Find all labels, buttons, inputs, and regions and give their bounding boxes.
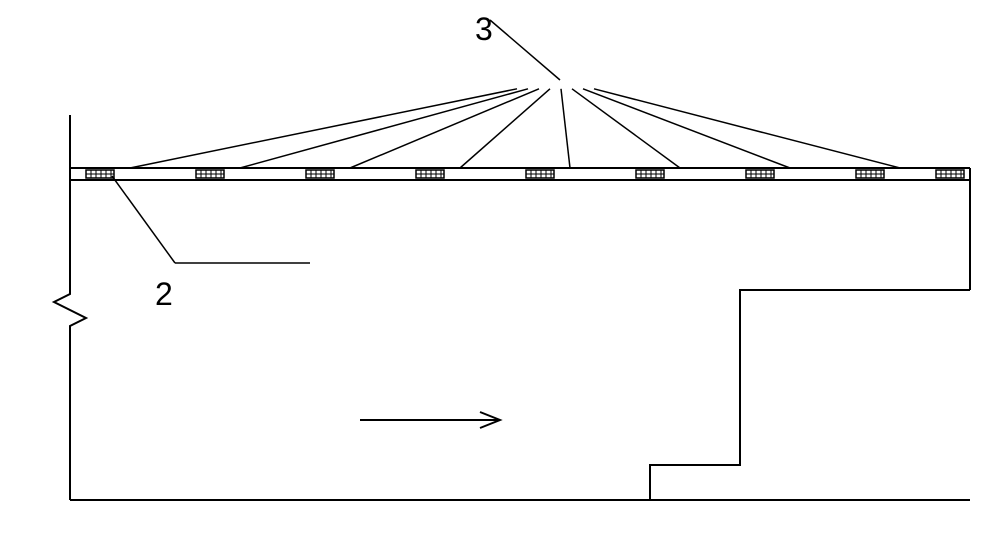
break-symbol (54, 115, 86, 500)
lead-line-3 (350, 89, 539, 168)
lead-line-7 (583, 89, 790, 168)
lead-line-6 (572, 89, 680, 168)
abutment-outline (650, 290, 970, 500)
bearing-3 (306, 170, 334, 178)
callout-2-leader-1 (112, 176, 175, 263)
bearing-1 (86, 170, 114, 178)
bearing-5 (526, 170, 554, 178)
bearing-6 (636, 170, 664, 178)
bearing-9 (936, 170, 964, 178)
callout-2-label: 2 (155, 276, 173, 312)
lead-line-8 (594, 89, 900, 168)
lead-line-4 (460, 89, 550, 168)
bearing-2 (196, 170, 224, 178)
lead-line-5 (561, 89, 570, 168)
callout-3-leader (490, 20, 560, 80)
callout-3-label: 3 (475, 11, 493, 47)
bearing-7 (746, 170, 774, 178)
lead-line-2 (240, 89, 528, 168)
lead-line-1 (130, 89, 517, 168)
bearing-4 (416, 170, 444, 178)
diagram-canvas: 32 (0, 0, 1000, 540)
bearing-8 (856, 170, 884, 178)
